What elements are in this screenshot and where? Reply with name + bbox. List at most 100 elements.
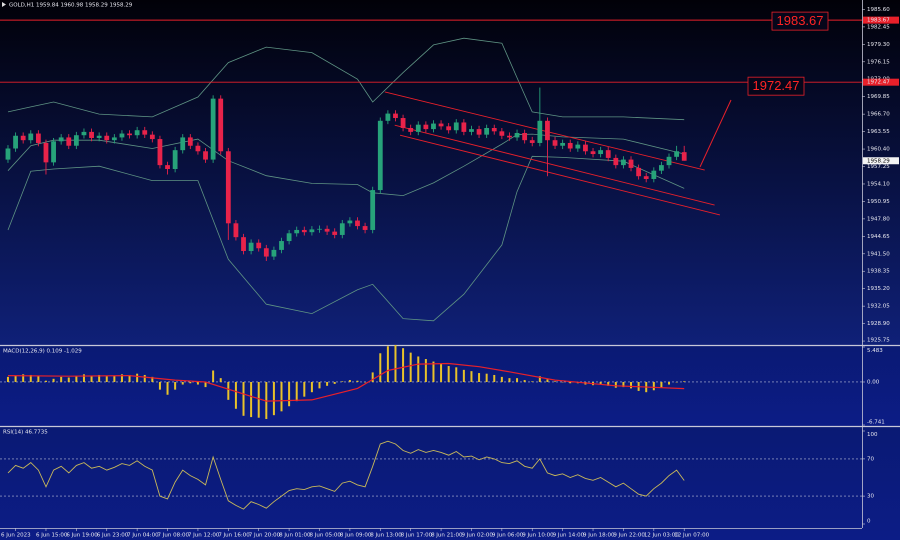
candle-body <box>522 132 528 141</box>
rsi-line <box>7 440 685 510</box>
macd-bar <box>257 381 260 418</box>
y-tick-label: 100 <box>867 432 878 438</box>
x-tick-label: 7 Jun 08:00 <box>158 533 190 539</box>
candle-body <box>332 231 338 235</box>
candle-body <box>438 123 444 127</box>
macd-bar <box>212 370 215 382</box>
candle-body <box>560 142 566 146</box>
candle-body <box>248 242 254 252</box>
candle-body <box>180 137 186 151</box>
candle-body <box>666 156 672 166</box>
y-tick-label: 1969.85 <box>867 94 890 100</box>
candle-body <box>35 133 41 143</box>
candle-body <box>43 142 49 163</box>
candle-body <box>203 151 208 160</box>
candle-body <box>210 98 216 160</box>
macd-bar <box>242 381 245 416</box>
y-tick-label: 1947.80 <box>867 216 890 222</box>
y-tick-label: 1950.95 <box>867 199 890 205</box>
macd-bar <box>75 376 78 382</box>
candle-body <box>165 165 170 170</box>
candle-body <box>393 113 398 119</box>
y-tick-label: 1985.60 <box>867 7 890 13</box>
macd-bar <box>447 366 450 382</box>
macd-bar <box>227 381 230 400</box>
annotation-label: 1983.67 <box>777 13 824 28</box>
candle-body <box>339 223 345 235</box>
candle-body <box>423 124 429 130</box>
candle-body <box>13 135 18 149</box>
macd-bar <box>333 381 336 384</box>
y-tick-label: 1932.05 <box>867 304 890 310</box>
candle-body <box>233 223 239 238</box>
macd-bar <box>394 344 397 382</box>
candle-body <box>142 130 148 135</box>
annotation-box <box>747 76 805 96</box>
macd-bar <box>204 381 207 388</box>
x-tick-label: 8 Jun 13:00 <box>370 533 402 539</box>
x-tick-label: 7 Jun 04:00 <box>127 533 159 539</box>
annotation-box <box>771 11 829 31</box>
candle-body <box>301 229 307 233</box>
y-tick-label: 5.483 <box>867 348 883 354</box>
macd-bar <box>538 376 541 382</box>
macd-bar <box>622 381 625 388</box>
macd-bar <box>326 381 329 386</box>
candle-body <box>628 159 634 168</box>
macd-bar <box>668 381 671 385</box>
macd-bar <box>455 367 458 382</box>
candle-body <box>484 128 490 135</box>
y-tick-label: 1979.30 <box>867 42 890 48</box>
macd-bar <box>386 346 389 382</box>
y-tick-label: 1944.65 <box>867 234 890 240</box>
candle-body <box>96 135 102 138</box>
candle-body <box>73 135 79 146</box>
hand-drawn-arrow <box>699 99 732 168</box>
bollinger-lower <box>7 155 685 322</box>
macd-bar <box>523 380 526 382</box>
candle-body <box>408 128 414 132</box>
macd-bar <box>508 378 511 382</box>
candle-body <box>271 249 277 257</box>
candle-body <box>537 120 543 143</box>
candle-body <box>431 123 436 130</box>
y-tick-label: 1928.90 <box>867 321 890 327</box>
macd-bar <box>219 378 222 382</box>
macd-bar <box>660 381 663 388</box>
x-tick-label: 7 Jun 16:00 <box>218 533 250 539</box>
candle-body <box>286 233 292 242</box>
macd-bar <box>683 381 686 382</box>
y-tick-label: 1976.15 <box>867 59 890 65</box>
candle-body <box>347 220 353 224</box>
main-panel <box>0 0 900 345</box>
x-tick-label: 9 Jun 18:00 <box>583 533 615 539</box>
y-tick-label: 0 <box>867 519 871 525</box>
candle-body <box>514 132 520 138</box>
candle-body <box>218 98 224 152</box>
macd-bar <box>44 380 47 382</box>
macd-bar <box>37 376 40 382</box>
macd-bar <box>189 381 192 384</box>
candle-body <box>659 165 664 171</box>
macd-bar <box>181 381 184 385</box>
macd-bar <box>151 376 154 382</box>
candle-body <box>575 144 581 149</box>
macd-bar <box>234 381 237 409</box>
candle-body <box>134 130 140 136</box>
candle-body <box>499 131 505 136</box>
candle-body <box>263 248 269 257</box>
macd-bar <box>485 373 488 382</box>
y-tick-label: 1966.70 <box>867 112 890 118</box>
candle-body <box>681 152 687 161</box>
macd-panel <box>0 346 900 426</box>
x-tick-label: 9 Jun 02:00 <box>461 533 493 539</box>
candle-body <box>651 170 657 179</box>
macd-bar <box>516 378 519 382</box>
annotation-label: 1972.47 <box>753 78 800 93</box>
macd-bar <box>196 381 199 385</box>
candle-body <box>643 176 649 179</box>
macd-bar <box>348 380 351 382</box>
candle-body <box>119 133 125 138</box>
candle-body <box>81 131 87 136</box>
